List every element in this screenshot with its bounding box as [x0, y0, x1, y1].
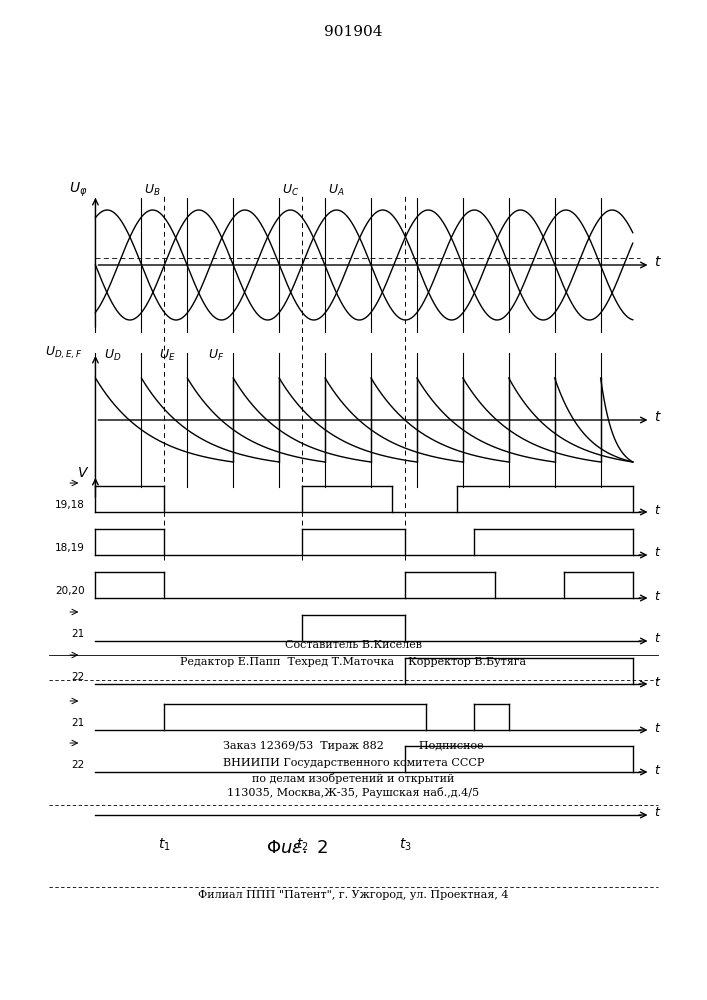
- Text: $U_C$: $U_C$: [282, 183, 299, 198]
- Text: $U_\varphi$: $U_\varphi$: [69, 181, 87, 199]
- Text: $t$: $t$: [654, 589, 661, 602]
- Text: Заказ 12369/53  Тираж 882          Подписное: Заказ 12369/53 Тираж 882 Подписное: [223, 741, 484, 751]
- Text: 21: 21: [71, 629, 85, 639]
- Text: $U_{D,E,F}$: $U_{D,E,F}$: [45, 345, 83, 361]
- Text: по делам изобретений и открытий: по делам изобретений и открытий: [252, 772, 455, 784]
- Text: Составитель В.Киселев: Составитель В.Киселев: [285, 640, 422, 650]
- Text: $t$: $t$: [654, 722, 661, 734]
- Text: $t_1$: $t_1$: [158, 837, 170, 853]
- Text: $t$: $t$: [653, 410, 662, 424]
- Text: 21: 21: [71, 718, 85, 728]
- Text: 18,19: 18,19: [55, 543, 85, 553]
- Text: $t_3$: $t_3$: [399, 837, 412, 853]
- Text: 22: 22: [71, 760, 85, 770]
- Text: $U_D$: $U_D$: [104, 348, 122, 363]
- Text: $t$: $t$: [654, 546, 661, 560]
- Text: $U_B$: $U_B$: [144, 183, 161, 198]
- Text: 20,20: 20,20: [55, 586, 85, 596]
- Text: 901904: 901904: [325, 25, 382, 39]
- Text: $t$: $t$: [654, 676, 661, 688]
- Text: ВНИИПИ Государственного комитета СССР: ВНИИПИ Государственного комитета СССР: [223, 758, 484, 768]
- Text: $t$: $t$: [654, 504, 661, 516]
- Text: $U_F$: $U_F$: [208, 348, 224, 363]
- Text: $\Phi u\epsilon.\ 2$: $\Phi u\epsilon.\ 2$: [266, 839, 328, 857]
- Text: $U_A$: $U_A$: [328, 183, 345, 198]
- Text: Редактор Е.Папп  Техред Т.Маточка    Корректор В.Бутяга: Редактор Е.Папп Техред Т.Маточка Коррект…: [180, 657, 527, 667]
- Text: $t$: $t$: [654, 806, 661, 820]
- Text: Филиал ППП "Патент", г. Ужгород, ул. Проектная, 4: Филиал ППП "Патент", г. Ужгород, ул. Про…: [198, 890, 509, 900]
- Text: 19,18: 19,18: [55, 500, 85, 510]
- Text: $t$: $t$: [654, 633, 661, 646]
- Text: 113035, Москва,Ж-35, Раушская наб.,д.4/5: 113035, Москва,Ж-35, Раушская наб.,д.4/5: [228, 788, 479, 798]
- Text: $t$: $t$: [654, 764, 661, 776]
- Text: $U_E$: $U_E$: [160, 348, 176, 363]
- Text: $t_2$: $t_2$: [296, 837, 308, 853]
- Text: $t$: $t$: [653, 255, 662, 269]
- Text: $V$: $V$: [76, 466, 89, 480]
- Text: 22: 22: [71, 672, 85, 682]
